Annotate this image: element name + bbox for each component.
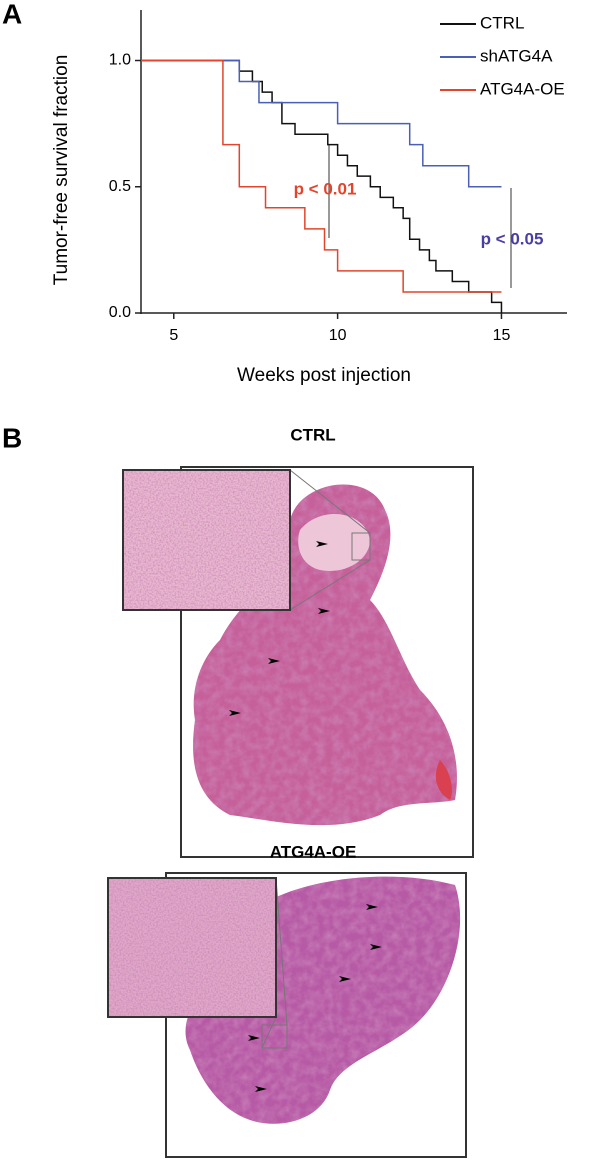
panel-label: B (2, 422, 22, 453)
survival-curve (141, 59, 502, 293)
x-axis-label: Weeks post injection (237, 365, 411, 386)
x-tick-label: 5 (169, 327, 178, 344)
image-title: CTRL (290, 425, 335, 444)
annotation: p < 0.01 (294, 179, 357, 198)
legend-label: shATG4A (480, 46, 553, 65)
histology-image (122, 466, 474, 858)
annotation: p < 0.05 (481, 229, 544, 248)
y-tick-label: 1.0 (109, 52, 131, 69)
panel-label: A (2, 0, 22, 29)
image-title: ATG4A-OE (270, 842, 357, 861)
y-tick-label: 0.5 (109, 178, 131, 195)
y-axis-label: Tumor-free survival fraction (51, 55, 72, 286)
y-tick-label: 0.0 (109, 304, 131, 321)
x-tick-label: 15 (493, 327, 511, 344)
survival-curve (141, 59, 502, 188)
legend-label: CTRL (480, 13, 524, 32)
survival-curve (141, 59, 503, 313)
x-tick-label: 10 (329, 327, 347, 344)
legend-label: ATG4A-OE (480, 79, 565, 98)
histology-image (107, 872, 467, 1158)
